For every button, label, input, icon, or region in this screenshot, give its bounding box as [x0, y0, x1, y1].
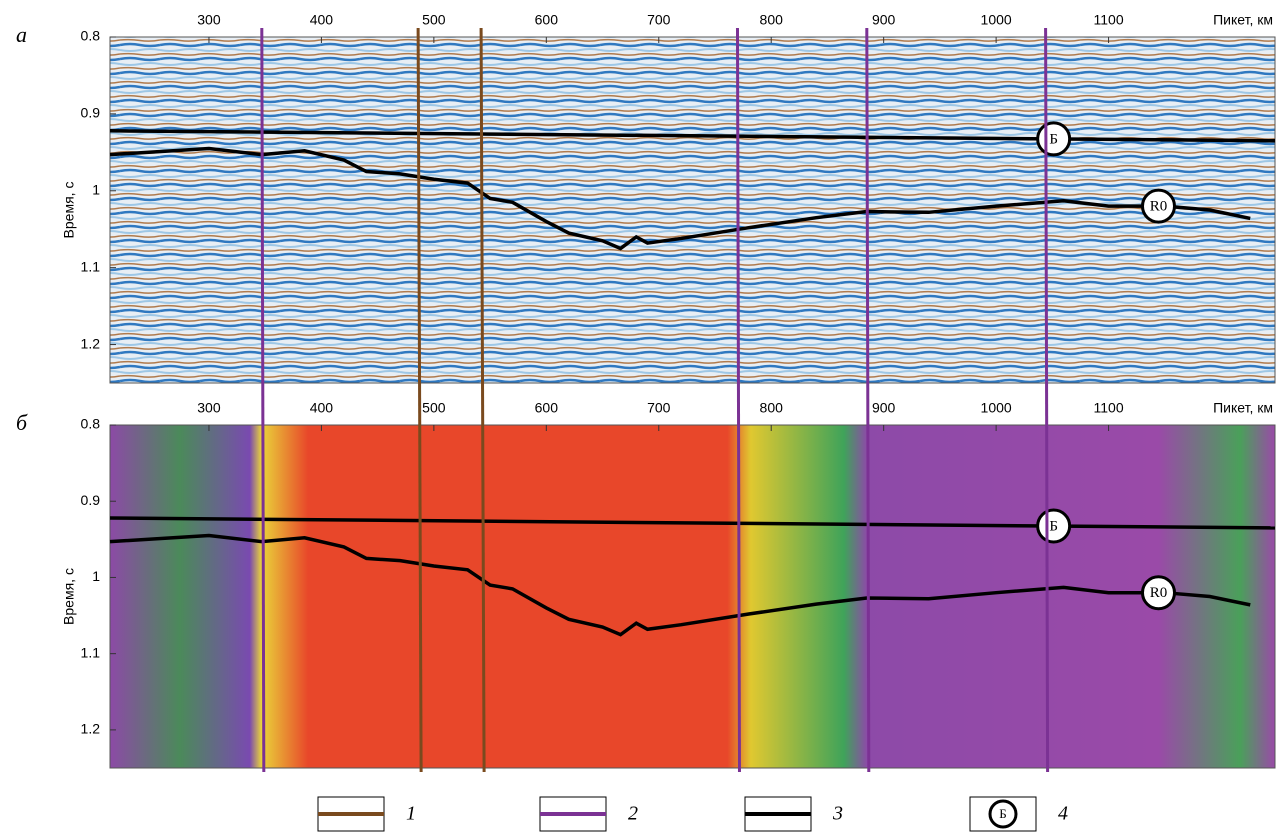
x-tick-label: 800	[760, 400, 784, 416]
x-tick-label: 400	[310, 400, 334, 416]
x-tick-label: 1100	[1094, 400, 1124, 416]
x-tick-label: 900	[872, 400, 896, 416]
y-tick-label: 0.9	[81, 492, 101, 508]
x-tick-label: 1000	[981, 12, 1012, 28]
x-tick-label: 400	[310, 12, 334, 28]
y-tick-label: 0.8	[81, 28, 101, 44]
legend-label: 1	[406, 803, 416, 825]
x-tick-label: 1000	[981, 400, 1012, 416]
y-tick-label: 0.9	[81, 105, 101, 121]
seismic-section	[110, 37, 1275, 383]
y-axis-label: Время, с	[61, 568, 77, 625]
attribute-section	[110, 425, 1275, 768]
y-tick-label: 1	[92, 568, 100, 584]
y-tick-label: 1.1	[81, 258, 101, 274]
x-axis-label: Пикет, км	[1213, 400, 1273, 416]
x-tick-label: 500	[422, 400, 446, 416]
legend-label: 3	[832, 803, 843, 825]
legend-label: 2	[628, 803, 638, 825]
x-tick-label: 700	[647, 12, 671, 28]
panel-label: б	[16, 410, 28, 435]
horizon-label: R0	[1150, 199, 1168, 215]
figure: 1 2 3 Б 4 а Пикет, км Время, с 300 400 500 600 700 8…	[0, 0, 1282, 836]
x-tick-label: 600	[535, 12, 559, 28]
legend-symbol: Б	[999, 806, 1006, 821]
boundary-line	[262, 28, 264, 772]
x-tick-label: 300	[197, 12, 221, 28]
y-tick-label: 1.1	[81, 644, 101, 660]
x-axis-label: Пикет, км	[1213, 12, 1273, 28]
legend-label: 4	[1058, 803, 1068, 825]
y-tick-label: 1	[92, 181, 100, 197]
boundary-line	[867, 28, 869, 772]
x-tick-label: 1100	[1094, 12, 1124, 28]
x-tick-label: 600	[535, 400, 559, 416]
x-tick-label: 700	[647, 400, 671, 416]
panel-label: а	[16, 22, 27, 47]
y-tick-label: 1.2	[81, 335, 101, 351]
horizon-label: Б	[1049, 518, 1058, 534]
boundary-line	[737, 28, 739, 772]
x-tick-label: 900	[872, 12, 896, 28]
boundary-line	[1046, 28, 1048, 772]
y-tick-label: 0.8	[81, 416, 101, 432]
horizon-label: Б	[1049, 131, 1058, 147]
legend: 1 2 3 Б 4	[318, 797, 1068, 831]
x-tick-label: 300	[197, 400, 221, 416]
horizon-label: R0	[1150, 585, 1168, 601]
y-tick-label: 1.2	[81, 721, 101, 737]
x-tick-label: 500	[422, 12, 446, 28]
x-tick-label: 800	[760, 12, 784, 28]
y-axis-label: Время, с	[61, 182, 77, 239]
